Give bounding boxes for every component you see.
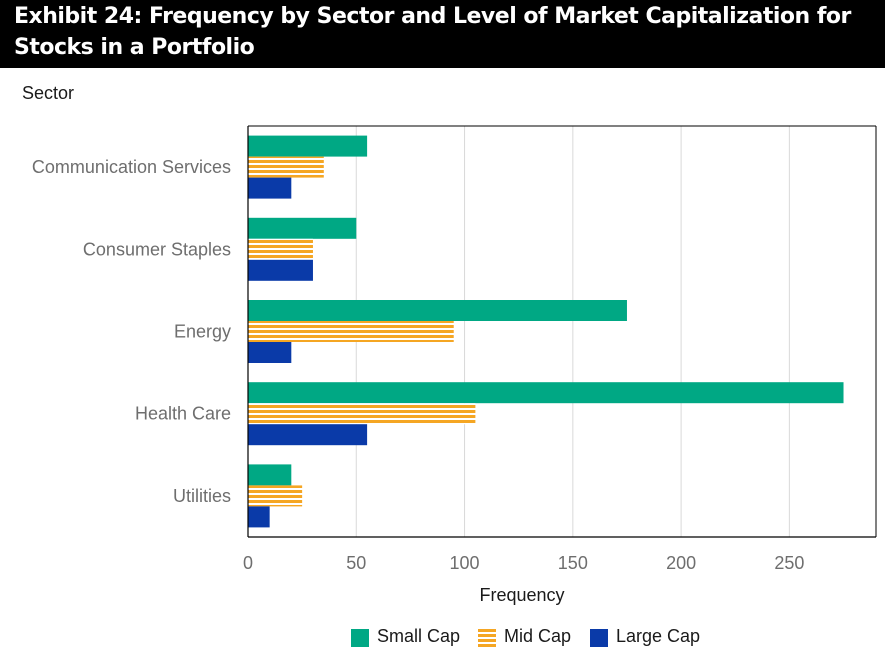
legend-swatch-mid-cap <box>478 629 496 647</box>
bar-large-cap-communication-services <box>248 177 292 199</box>
x-tick-label-50: 50 <box>346 553 366 573</box>
bar-small-cap-communication-services <box>248 135 368 157</box>
category-label-communication-services: Communication Services <box>32 157 231 177</box>
bar-mid-cap-consumer-staples <box>248 238 313 260</box>
legend-swatch-small-cap <box>351 629 369 647</box>
bar-mid-cap-energy <box>248 321 454 342</box>
y-axis-title: Sector <box>22 83 75 103</box>
x-tick-label-0: 0 <box>243 553 253 573</box>
bar-large-cap-energy <box>248 342 292 363</box>
bar-small-cap-energy <box>248 300 627 321</box>
bar-small-cap-utilities <box>248 464 292 486</box>
x-tick-label-150: 150 <box>558 553 588 573</box>
bar-large-cap-utilities <box>248 506 270 528</box>
bar-mid-cap-utilities <box>248 485 303 507</box>
bar-small-cap-consumer-staples <box>248 217 357 239</box>
legend-label-large-cap: Large Cap <box>616 626 701 646</box>
bar-large-cap-health-care <box>248 424 368 446</box>
title-bar: Exhibit 24: Frequency by Sector and Leve… <box>0 0 885 68</box>
x-tick-label-200: 200 <box>666 553 696 573</box>
legend: Small Cap Mid Cap Large Cap <box>0 620 885 654</box>
category-label-utilities: Utilities <box>173 486 231 506</box>
bar-mid-cap-communication-services <box>248 156 324 178</box>
x-axis-title: Frequency <box>479 585 564 605</box>
category-label-energy: Energy <box>174 322 231 342</box>
category-label-health-care: Health Care <box>135 404 231 424</box>
bar-large-cap-consumer-staples <box>248 259 313 281</box>
bar-small-cap-health-care <box>248 382 844 404</box>
x-tick-label-100: 100 <box>450 553 480 573</box>
legend-label-mid-cap: Mid Cap <box>504 626 572 646</box>
bar-mid-cap-health-care <box>248 403 476 425</box>
x-tick-label-250: 250 <box>774 553 804 573</box>
category-label-consumer-staples: Consumer Staples <box>83 239 231 259</box>
chart-title: Exhibit 24: Frequency by Sector and Leve… <box>14 4 851 60</box>
legend-swatch-large-cap <box>590 629 608 647</box>
legend-label-small-cap: Small Cap <box>377 626 461 646</box>
